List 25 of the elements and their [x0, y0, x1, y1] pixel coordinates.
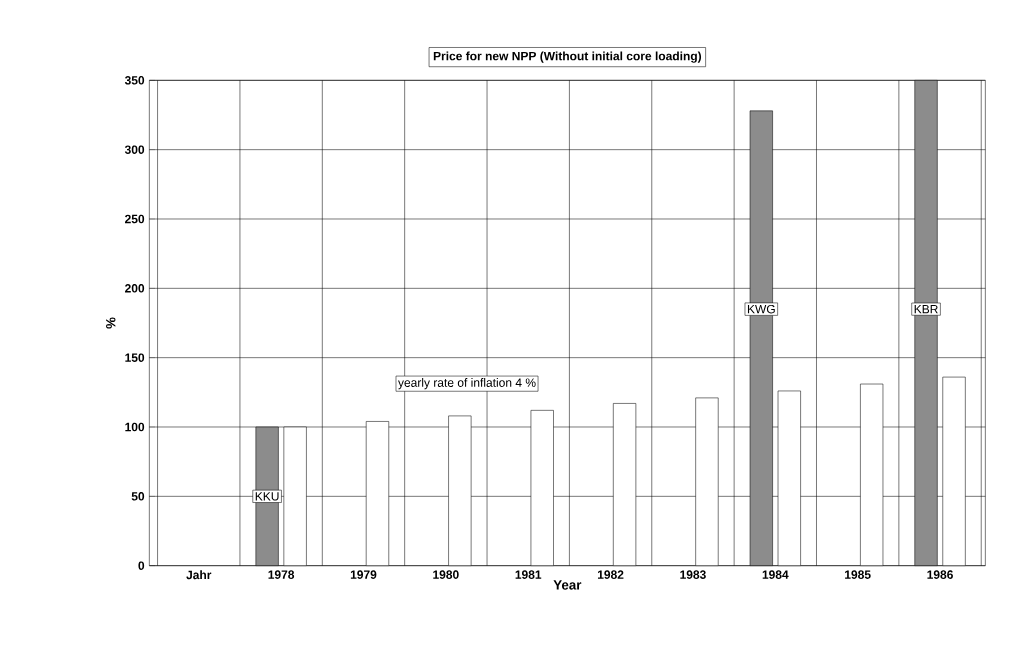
annotation: KBR	[914, 305, 938, 314]
y-tick-label: 100	[125, 422, 145, 432]
y-tick-label: 150	[125, 353, 145, 362]
y-tick-label: 300	[124, 145, 145, 154]
x-tick-label: 1985	[845, 570, 871, 579]
x-tick-label: 1984	[762, 570, 789, 579]
x-tick-label: 1980	[433, 570, 459, 579]
x-tick-label: 1982	[597, 570, 624, 579]
y-tick-label: 0	[138, 561, 145, 570]
y-tick-label: 350	[124, 76, 145, 85]
annotation: KWG	[747, 304, 775, 314]
x-tick-label: 1978	[268, 570, 295, 579]
x-tick-label: 1983	[680, 570, 706, 579]
y-tick-label: 200	[125, 284, 145, 293]
y-axis-title: %	[106, 317, 116, 329]
annotation: yearly rate of inflation 4 %	[398, 378, 536, 390]
x-tick-label: 1981	[515, 570, 542, 579]
x-tick-label: 1979	[350, 570, 377, 579]
annotation: KKU	[255, 492, 279, 501]
x-axis-title: Year	[553, 580, 582, 590]
chart-title: Price for new NPP (Without initial core loading)	[433, 51, 702, 63]
x-tick-label: Jahr	[186, 570, 212, 580]
y-tick-label: 50	[131, 492, 145, 501]
x-tick-label: 1986	[927, 570, 953, 579]
y-tick-label: 250	[125, 214, 145, 224]
